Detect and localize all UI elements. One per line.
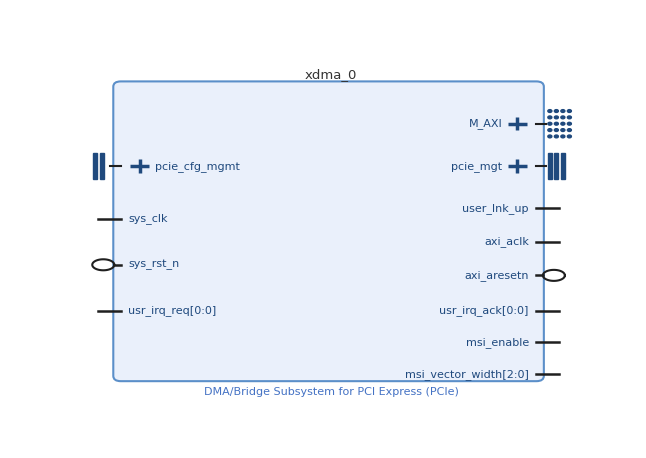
Text: usr_irq_ack[0:0]: usr_irq_ack[0:0] — [439, 305, 529, 316]
Text: msi_vector_width[2:0]: msi_vector_width[2:0] — [405, 369, 529, 380]
Circle shape — [554, 129, 558, 131]
Circle shape — [567, 135, 571, 138]
Text: M_AXI: M_AXI — [468, 118, 503, 129]
Circle shape — [548, 109, 552, 113]
Bar — [93, 153, 97, 179]
Text: sys_clk: sys_clk — [129, 213, 168, 224]
Text: pcie_cfg_mgmt: pcie_cfg_mgmt — [155, 161, 240, 171]
Circle shape — [548, 116, 552, 119]
Circle shape — [548, 122, 552, 125]
Circle shape — [561, 109, 565, 113]
Circle shape — [567, 129, 571, 131]
Bar — [561, 153, 565, 179]
Circle shape — [548, 135, 552, 138]
Circle shape — [554, 135, 558, 138]
Circle shape — [567, 122, 571, 125]
Bar — [99, 153, 103, 179]
Circle shape — [548, 129, 552, 131]
Circle shape — [567, 116, 571, 119]
Text: DMA/Bridge Subsystem for PCI Express (PCIe): DMA/Bridge Subsystem for PCI Express (PC… — [203, 387, 459, 397]
Text: xdma_0: xdma_0 — [305, 68, 357, 81]
Circle shape — [554, 109, 558, 113]
Circle shape — [561, 122, 565, 125]
Bar — [554, 153, 558, 179]
Circle shape — [561, 129, 565, 131]
Text: pcie_mgt: pcie_mgt — [451, 161, 503, 171]
Text: axi_aresetn: axi_aresetn — [464, 270, 529, 281]
Bar — [548, 153, 552, 179]
Circle shape — [561, 135, 565, 138]
Circle shape — [554, 122, 558, 125]
Text: axi_aclk: axi_aclk — [484, 236, 529, 247]
Circle shape — [561, 116, 565, 119]
Text: msi_enable: msi_enable — [466, 337, 529, 348]
Circle shape — [554, 116, 558, 119]
Text: user_lnk_up: user_lnk_up — [463, 203, 529, 214]
Text: usr_irq_req[0:0]: usr_irq_req[0:0] — [129, 305, 216, 316]
Circle shape — [567, 109, 571, 113]
Text: sys_rst_n: sys_rst_n — [129, 260, 180, 270]
FancyBboxPatch shape — [113, 82, 544, 381]
